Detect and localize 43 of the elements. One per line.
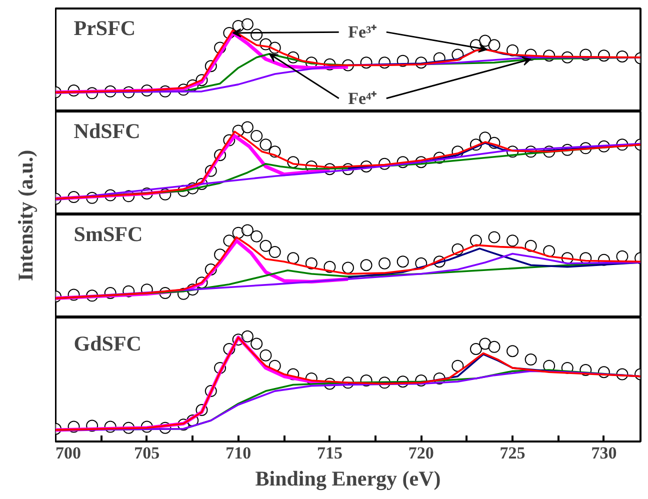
point: [479, 34, 492, 47]
point: [241, 121, 254, 134]
x-axis-title: Binding Energy (eV): [255, 466, 441, 490]
point: [488, 340, 500, 353]
chart-title: NdSFC: [74, 118, 140, 143]
point: [241, 224, 254, 236]
point: [543, 245, 556, 258]
point: [479, 338, 492, 350]
chart-title: SmSFC: [74, 222, 143, 246]
annotation: Fe³⁺: [348, 22, 378, 42]
y-axis-title: Intensity (a.u.): [13, 150, 38, 282]
point: [260, 240, 272, 252]
point: [250, 230, 263, 242]
point: [506, 234, 519, 247]
point: [250, 338, 263, 350]
point: [470, 234, 482, 247]
point: [488, 39, 500, 52]
point: [241, 330, 254, 342]
x-tick-label: 720: [408, 444, 434, 462]
point: [488, 231, 500, 244]
x-tick-label: 700: [56, 444, 81, 462]
x-tick-label: 730: [591, 444, 617, 462]
point: [470, 343, 482, 356]
point: [396, 256, 409, 268]
x-tick-label: 710: [226, 444, 252, 462]
point: [260, 349, 272, 362]
annotation: Fe⁴⁺: [348, 88, 378, 108]
point: [260, 138, 272, 151]
chart-title: PrSFC: [74, 16, 136, 40]
chart-title: GdSFC: [74, 331, 142, 356]
point: [287, 252, 300, 264]
point: [268, 246, 281, 258]
x-tick-label: 715: [316, 444, 342, 462]
x-tick-label: 725: [500, 444, 526, 462]
point: [241, 18, 254, 30]
point: [342, 262, 354, 274]
point: [250, 130, 263, 142]
x-tick-label: 705: [134, 444, 160, 462]
point: [360, 259, 372, 272]
point: [506, 345, 519, 358]
point: [378, 257, 391, 270]
point: [452, 360, 464, 372]
point: [524, 354, 537, 366]
